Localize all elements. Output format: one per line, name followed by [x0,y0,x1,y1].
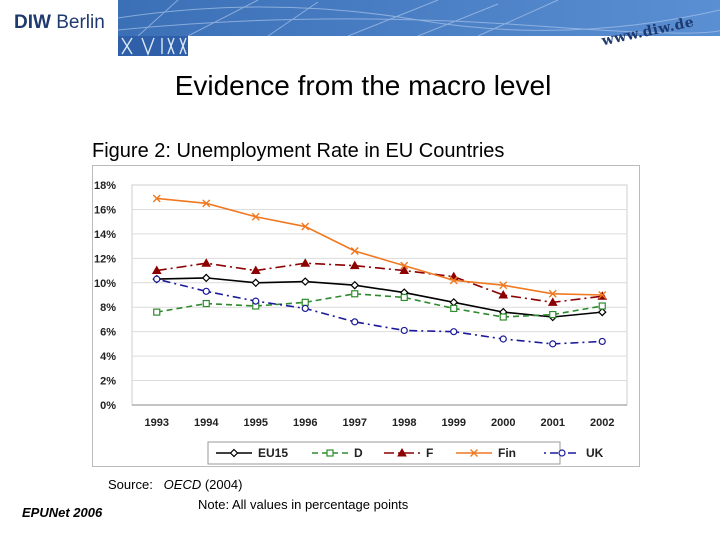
data-point-d [400,293,408,302]
x-tick-label: 1993 [145,417,169,429]
data-point-f [349,260,360,270]
legend-label-eu15: EU15 [258,446,288,460]
banner-graphic [118,0,720,36]
y-tick-label: 18% [94,180,116,192]
header-banner: DIW Berlin www.diw.de [0,0,720,56]
legend-label-d: D [354,446,363,460]
data-point-f [300,258,311,267]
x-tick-label: 1994 [194,417,219,429]
data-point-f [399,265,410,275]
data-point-uk [252,297,260,305]
source-label: Source: [108,477,153,492]
y-tick-label: 0% [100,400,116,412]
figure-caption: Figure 2: Unemployment Rate in EU Countr… [92,140,505,162]
data-point-fin [350,247,359,255]
y-tick-label: 10% [94,278,116,290]
data-point-d [598,302,606,310]
data-point-fin [400,261,409,270]
data-point-eu15 [251,278,261,288]
y-tick-label: 16% [94,204,116,216]
data-point-uk [351,318,359,326]
data-point-uk [549,340,557,348]
data-point-fin [548,289,557,298]
data-point-eu15 [201,273,211,283]
legend-marker-fin [470,449,478,457]
x-tick-label: 1996 [293,417,317,429]
x-tick-label: 2002 [590,417,614,429]
diw-logo: DIW Berlin [0,0,112,56]
data-point-eu15 [597,307,607,317]
legend-label-f: F [426,446,433,460]
data-point-f [498,289,509,299]
data-point-uk [499,335,507,343]
note: Note: All values in percentage points [198,497,409,512]
data-point-d [499,313,507,321]
data-point-uk [598,337,606,346]
data-point-fin [152,194,161,203]
series-line-uk [156,278,603,345]
data-point-uk [202,287,210,295]
x-tick-label: 2001 [541,417,565,429]
data-point-d [301,298,309,306]
data-point-uk [450,328,458,336]
data-point-uk [301,304,309,313]
logo-bold: DIW [14,12,51,33]
slide-title: Evidence from the macro level [174,70,552,101]
y-tick-label: 8% [100,302,116,314]
data-point-fin [202,199,211,208]
chart-container: 0% 2% 4% 6% 8% 10% 12% 14% 16% 18% 1993 1994 1995 199… [92,165,640,467]
data-point-f [250,265,261,275]
data-point-d [202,299,210,308]
y-tick-label: 4% [100,351,116,363]
source-value: OECD [163,477,202,492]
y-tick-label: 14% [94,229,116,241]
y-tick-label: 2% [100,376,116,388]
legend-marker-uk [558,449,566,457]
data-point-d [549,310,557,319]
data-point-uk [153,275,161,283]
series-line-fin [156,197,603,296]
legend-marker-f [397,447,407,457]
legend-label-uk: UK [586,446,604,460]
data-point-f [151,265,162,275]
data-point-uk [400,326,408,335]
data-point-eu15 [350,280,360,290]
x-tick-label: 1999 [442,417,466,429]
source-line: Source: OECD (2004) [108,477,242,492]
source-year: (2004) [201,477,243,492]
data-point-eu15 [300,277,310,286]
y-tick-label: 12% [94,253,116,265]
data-point-fin [251,212,260,221]
x-tick-label: 1998 [392,417,416,429]
data-point-fin [301,222,310,231]
x-tick-label: 1995 [244,417,268,429]
data-point-d [450,304,458,313]
data-point-f [201,258,212,267]
footer-left: EPUNet 2006 [22,505,103,520]
data-point-d [351,290,359,298]
data-point-fin [499,281,508,290]
data-point-fin [598,291,607,299]
logo-strip-graphic [118,36,188,56]
line-chart: 0% 2% 4% 6% 8% 10% 12% 14% 16% 18% 1993 1994 1995 199… [92,165,640,467]
series-line-d [156,292,603,318]
data-point-d [153,308,161,316]
logo-regular: Berlin [50,12,105,33]
legend-marker-eu15 [229,448,239,458]
series-line-eu15 [156,277,603,318]
data-point-fin [449,276,458,285]
legend-marker-d [326,449,334,457]
y-tick-label: 6% [100,327,116,339]
x-tick-label: 2000 [491,417,515,429]
data-point-f [547,297,558,306]
series-line-f [156,262,603,304]
legend-label-fin: Fin [498,446,516,460]
x-tick-label: 1997 [343,417,367,429]
